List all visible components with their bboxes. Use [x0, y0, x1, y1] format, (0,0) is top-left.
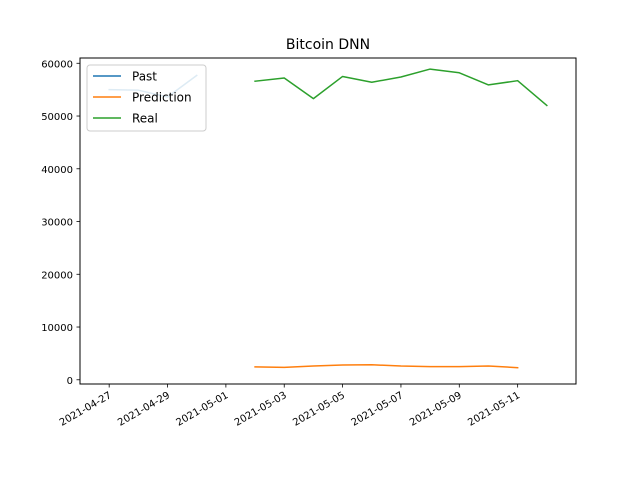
y-tick-label: 50000	[41, 112, 73, 123]
y-tick-label: 0	[67, 376, 73, 387]
y-tick-label: 60000	[41, 59, 73, 70]
legend-label-prediction: Prediction	[132, 91, 192, 105]
y-tick-label: 40000	[41, 165, 73, 176]
chart-title: Bitcoin DNN	[286, 37, 370, 53]
y-tick-label: 20000	[41, 270, 73, 281]
series-line-prediction	[254, 364, 519, 369]
y-tick-label: 10000	[41, 323, 73, 334]
legend-label-real: Real	[132, 112, 158, 126]
legend-label-past: Past	[132, 70, 157, 84]
series-line-real	[254, 68, 548, 107]
legend: Past Prediction Real	[86, 64, 207, 132]
y-tick-label: 30000	[41, 218, 73, 229]
legend-box	[86, 64, 207, 132]
plot-frame	[79, 57, 577, 385]
